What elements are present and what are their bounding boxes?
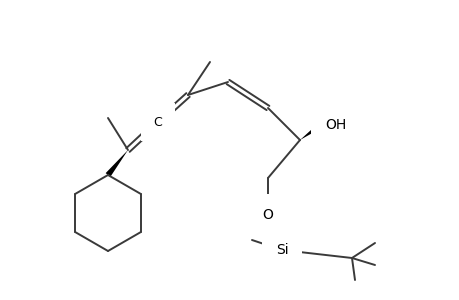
Text: OH: OH xyxy=(325,118,346,132)
Polygon shape xyxy=(106,150,128,177)
Polygon shape xyxy=(299,125,319,140)
Text: Si: Si xyxy=(275,243,288,257)
Text: O: O xyxy=(262,208,273,222)
Text: C: C xyxy=(153,116,162,128)
